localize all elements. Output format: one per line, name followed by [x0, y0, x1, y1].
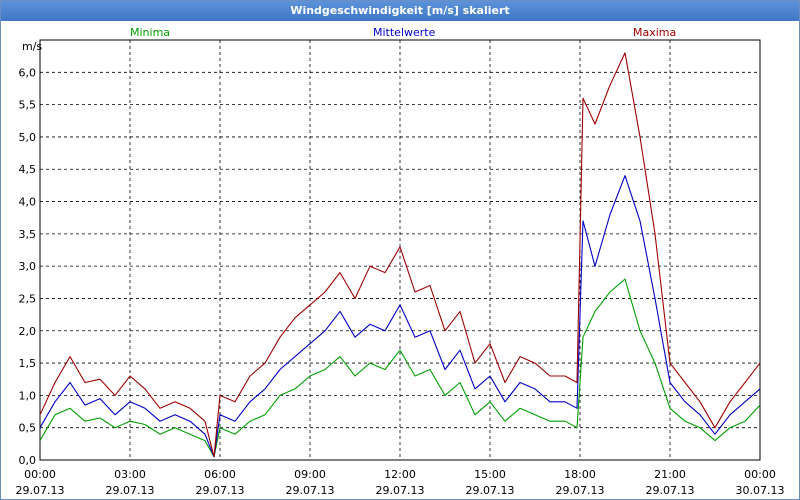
y-tick-label: 3,0: [19, 260, 37, 273]
x-tick-date: 29.07.13: [376, 484, 425, 497]
x-tick-time: 06:00: [204, 468, 236, 481]
y-tick-label: 3,5: [19, 228, 37, 241]
x-tick-date: 29.07.13: [286, 484, 335, 497]
x-tick-date: 29.07.13: [556, 484, 605, 497]
y-tick-label: 0,0: [19, 454, 37, 467]
y-tick-label: 6,0: [19, 66, 37, 79]
x-tick-date: 29.07.13: [16, 484, 65, 497]
x-tick-date: 29.07.13: [646, 484, 695, 497]
x-tick-time: 00:00: [24, 468, 56, 481]
minima-line: [39, 278, 761, 458]
y-tick-label: 0,5: [19, 422, 37, 435]
y-tick-label: 2,0: [19, 325, 37, 338]
mittelwerte-line: [39, 175, 761, 458]
x-tick-time: 15:00: [474, 468, 506, 481]
window-title: Windgeschwindigkeit [m/s] skaliert: [1, 1, 799, 21]
x-tick-date: 30.07.13: [736, 484, 785, 497]
y-tick-label: 1,0: [19, 389, 37, 402]
legend-minima: Minima: [130, 26, 170, 39]
x-tick-date: 29.07.13: [466, 484, 515, 497]
x-tick-date: 29.07.13: [196, 484, 245, 497]
maxima-line: [39, 52, 761, 458]
x-tick-time: 21:00: [654, 468, 686, 481]
x-tick-time: 00:00: [744, 468, 776, 481]
y-tick-label: 1,5: [19, 357, 37, 370]
x-tick-time: 18:00: [564, 468, 596, 481]
y-tick-label: 4,0: [19, 196, 37, 209]
legend-maxima: Maxima: [633, 26, 676, 39]
x-tick-time: 09:00: [294, 468, 326, 481]
y-tick-label: 5,5: [19, 99, 37, 112]
x-tick-time: 03:00: [114, 468, 146, 481]
x-tick-date: 29.07.13: [106, 484, 155, 497]
y-tick-label: 2,5: [19, 292, 37, 305]
y-tick-label: 4,5: [19, 163, 37, 176]
y-tick-label: 5,0: [19, 131, 37, 144]
legend-mittelwerte: Mittelwerte: [373, 26, 436, 39]
x-tick-time: 12:00: [384, 468, 416, 481]
y-axis-label: m/s: [22, 40, 42, 53]
